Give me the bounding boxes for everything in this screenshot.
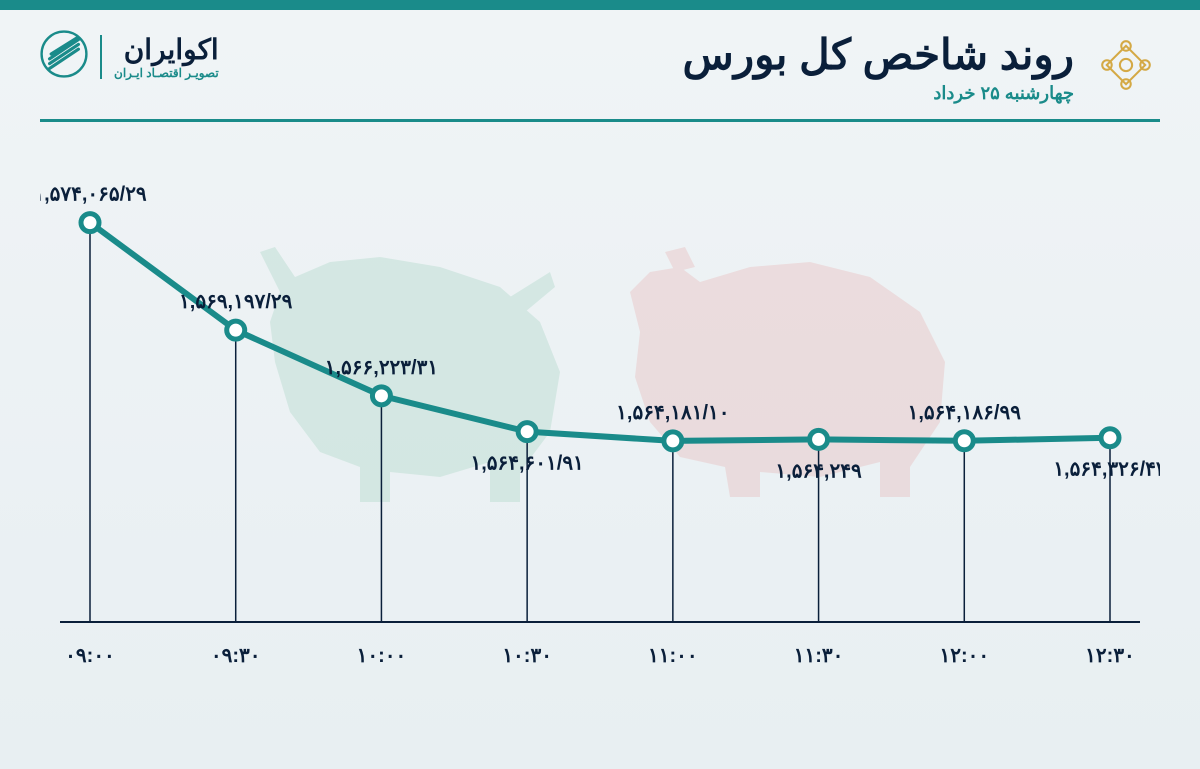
time-label: ۱۲:۳۰ (1085, 645, 1135, 667)
line-chart: ۱,۵۷۴,۰۶۵/۲۹ ۱,۵۶۹,۱۹۷/۲۹ ۱,۵۶۶,۲۲۳/۳۱ ۱,۵۶… (40, 122, 1160, 697)
time-label: ۰۹:۰۰ (65, 645, 115, 667)
value-label: ۱,۵۶۴,۳۲۶/۴۴ (1053, 459, 1160, 481)
brand-logo-icon (40, 30, 88, 83)
page-subtitle: چهارشنبه ۲۵ خرداد (683, 83, 1074, 104)
brand-divider (100, 35, 102, 79)
time-label: ۰۹:۳۰ (211, 645, 261, 667)
emblem-icon (1092, 31, 1160, 104)
brand-block: اکوایران تصویـر اقتصـاد ایـران (40, 30, 219, 83)
value-label: ۱,۵۶۶,۲۲۳/۳۱ (325, 357, 438, 379)
value-label: ۱,۵۶۴,۱۸۱/۱۰ (616, 402, 729, 424)
value-label: ۱,۵۶۹,۱۹۷/۲۹ (179, 291, 293, 313)
time-label: ۱۰:۳۰ (502, 645, 552, 667)
page-title: روند شاخص کل بورس (683, 30, 1074, 79)
title-block: روند شاخص کل بورس چهارشنبه ۲۵ خرداد (683, 30, 1160, 104)
time-label: ۱۱:۰۰ (648, 645, 698, 667)
top-accent-bar (0, 0, 1200, 10)
time-label: ۱۱:۳۰ (794, 645, 844, 667)
brand-tagline: تصویـر اقتصـاد ایـران (114, 66, 219, 80)
header: روند شاخص کل بورس چهارشنبه ۲۵ خرداد اکوا… (0, 10, 1200, 119)
value-label: ۱,۵۶۴,۲۴۹ (775, 460, 862, 482)
time-label: ۱۲:۰۰ (939, 645, 989, 667)
brand-name: اکوایران (114, 33, 219, 66)
chart-area: ۱,۵۷۴,۰۶۵/۲۹ ۱,۵۶۹,۱۹۷/۲۹ ۱,۵۶۶,۲۲۳/۳۱ ۱,۵۶… (40, 122, 1160, 697)
time-label: ۱۰:۰۰ (357, 645, 407, 667)
value-label: ۱,۵۶۴,۱۸۶/۹۹ (908, 402, 1022, 424)
value-label: ۱,۵۷۴,۰۶۵/۲۹ (40, 184, 147, 206)
value-label: ۱,۵۶۴,۶۰۱/۹۱ (470, 453, 583, 475)
